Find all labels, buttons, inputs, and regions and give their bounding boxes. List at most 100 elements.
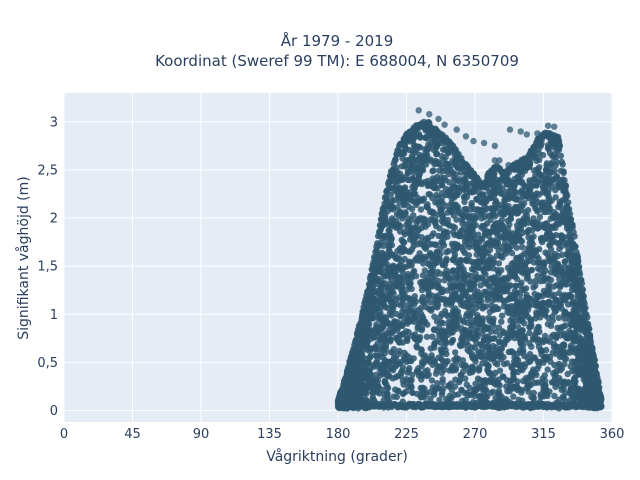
data-point [354,360,362,367]
data-point [568,358,576,365]
data-point [480,303,487,311]
data-point [564,370,571,378]
data-point [485,362,492,369]
data-point [433,259,440,266]
data-point [404,337,411,345]
data-point [437,313,444,320]
data-point [415,254,423,262]
data-point [418,286,426,294]
data-point [431,359,438,366]
data-point [533,302,540,309]
data-point [444,220,452,228]
data-point [479,315,486,322]
data-point [389,375,396,382]
data-point [554,240,562,247]
data-point [479,251,486,259]
data-point [530,215,537,222]
data-point [557,324,564,331]
data-point [470,137,477,145]
data-point [445,171,452,178]
data-point [558,211,566,219]
data-point [530,248,538,255]
data-point [444,161,452,168]
data-point [503,383,510,390]
x-tick-label: 225 [394,427,419,442]
data-point [520,377,527,385]
data-point [496,382,503,389]
data-point [441,228,448,235]
data-point [492,197,499,204]
data-point [563,221,570,228]
data-point [571,233,578,240]
data-point [405,367,412,374]
data-point [453,202,460,209]
data-point [524,306,532,313]
data-point [388,268,395,276]
data-point [532,277,539,285]
data-point [426,111,433,118]
data-point [505,161,512,169]
data-point [534,177,542,185]
data-point [356,388,363,395]
data-point [378,211,385,218]
data-point [413,342,420,350]
data-point [550,283,558,290]
data-point [448,365,455,373]
data-point [572,385,580,392]
data-point [376,222,384,229]
data-point [437,245,444,253]
data-point [431,241,439,248]
data-point [430,167,437,174]
data-point [372,248,379,256]
data-point [464,303,471,311]
data-point [596,384,603,391]
data-point [517,340,524,347]
data-point [406,357,413,365]
data-point [477,282,484,289]
data-point [398,289,406,296]
data-points [334,107,605,412]
data-point [486,246,494,254]
data-point [503,179,511,186]
data-point [499,373,506,380]
data-point [341,395,348,403]
data-point [445,247,452,255]
data-point [507,184,514,192]
data-point [396,184,403,191]
y-tick-label: 1 [50,308,58,323]
data-point [504,264,512,271]
data-point [559,161,566,168]
data-point [539,293,546,300]
chart-title-line1: År 1979 - 2019 [281,31,394,50]
data-point [456,176,463,183]
data-point [374,240,381,247]
data-point [497,190,504,197]
data-point [544,366,551,373]
data-point [372,352,379,359]
data-point [555,314,562,322]
data-point [555,179,563,187]
data-point [375,361,382,369]
data-point [580,293,587,300]
data-point [542,208,549,215]
data-point [364,287,372,295]
data-point [551,212,558,219]
data-point [560,385,567,392]
data-point [422,303,430,311]
data-point [491,157,498,164]
data-point [389,299,396,306]
data-point [584,314,591,321]
data-point [405,248,412,255]
data-point [422,368,429,375]
data-point [496,332,504,339]
data-point [420,195,428,202]
data-point [536,156,543,163]
data-point [459,284,466,291]
data-point [504,296,512,303]
data-point [357,368,364,376]
data-point [399,175,406,182]
data-point [438,369,446,376]
data-point [408,384,415,391]
data-point [378,316,385,323]
